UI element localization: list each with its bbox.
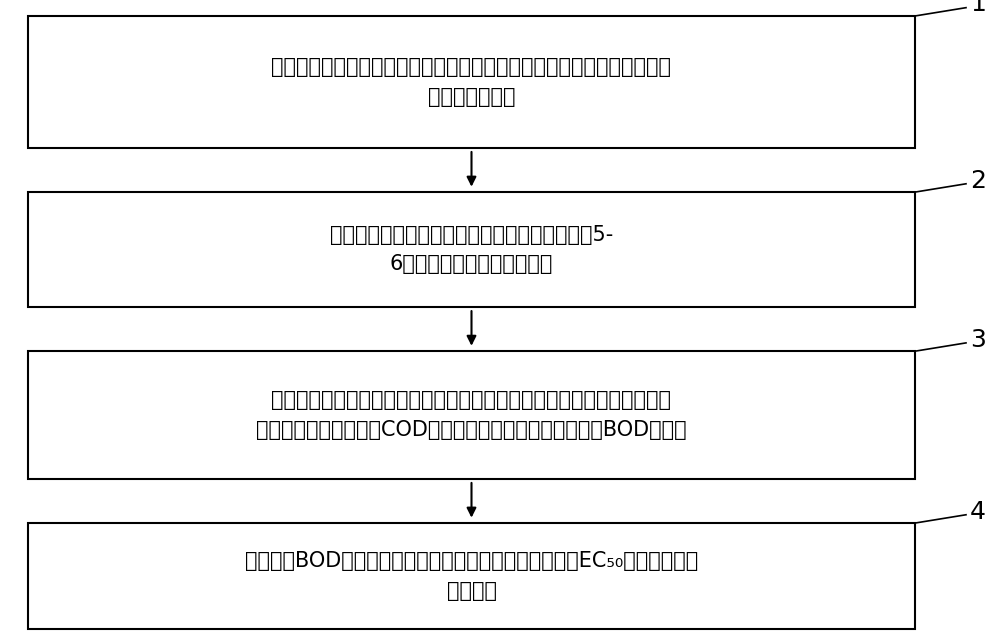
Text: 制备活性污泥培养液，所述活性污泥培养液包括营养物溶液、微量元素溶
液和磷酸缓冲液: 制备活性污泥培养液，所述活性污泥培养液包括营养物溶液、微量元素溶 液和磷酸缓冲液 bbox=[272, 57, 672, 107]
Text: 4: 4 bbox=[970, 500, 986, 523]
Bar bbox=[28, 523, 915, 629]
Text: 利用所制备的活性污泥培养液培养驯化活性污泥5-
6天，完成对活性污泥的驯化: 利用所制备的活性污泥培养液培养驯化活性污泥5- 6天，完成对活性污泥的驯化 bbox=[330, 225, 613, 274]
Text: 将驯化好的活性污泥与待测液混合，利用活性污泥降解待测液，同时测定
反应前后的化学需氧量COD差值，并以此来表示生化需氧量BOD抑制率: 将驯化好的活性污泥与待测液混合，利用活性污泥降解待测液，同时测定 反应前后的化学… bbox=[256, 390, 687, 440]
Text: 1: 1 bbox=[970, 0, 986, 17]
Text: 3: 3 bbox=[970, 328, 986, 351]
Bar bbox=[28, 192, 915, 307]
Bar bbox=[28, 16, 915, 148]
Text: 2: 2 bbox=[970, 169, 986, 192]
Text: 利用所述BOD抑制率评价所述待测液的生物毒性，并根据EC₅₀来判断生物毒
性的强弱: 利用所述BOD抑制率评价所述待测液的生物毒性，并根据EC₅₀来判断生物毒 性的强… bbox=[245, 551, 698, 601]
Bar bbox=[28, 351, 915, 479]
